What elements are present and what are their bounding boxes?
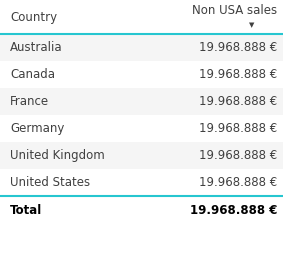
Bar [0, 88, 283, 115]
Text: 19.968.888 €: 19.968.888 € [199, 176, 277, 189]
Text: Germany: Germany [10, 122, 64, 135]
Text: 19.968.888 €: 19.968.888 € [199, 68, 277, 81]
Text: Australia: Australia [10, 41, 63, 54]
Text: 19.968.888 €: 19.968.888 € [199, 41, 277, 54]
Text: United States: United States [10, 176, 90, 189]
Bar [0, 115, 283, 142]
Text: ▼: ▼ [249, 22, 254, 28]
Bar [0, 61, 283, 88]
Bar [0, 196, 283, 226]
Text: 19.968.888 €: 19.968.888 € [199, 95, 277, 108]
Bar [0, 169, 283, 196]
Bar [0, 142, 283, 169]
Text: 19.968.888 €: 19.968.888 € [199, 149, 277, 162]
Bar [0, 2, 283, 34]
Text: France: France [10, 95, 49, 108]
Bar [0, 34, 283, 61]
Text: 19.968.888 €: 19.968.888 € [190, 205, 277, 218]
Text: Canada: Canada [10, 68, 55, 81]
Text: United Kingdom: United Kingdom [10, 149, 105, 162]
Text: 19.968.888 €: 19.968.888 € [199, 122, 277, 135]
Text: Country: Country [10, 12, 57, 25]
Text: Non USA sales: Non USA sales [192, 4, 277, 17]
Text: Total: Total [10, 205, 42, 218]
